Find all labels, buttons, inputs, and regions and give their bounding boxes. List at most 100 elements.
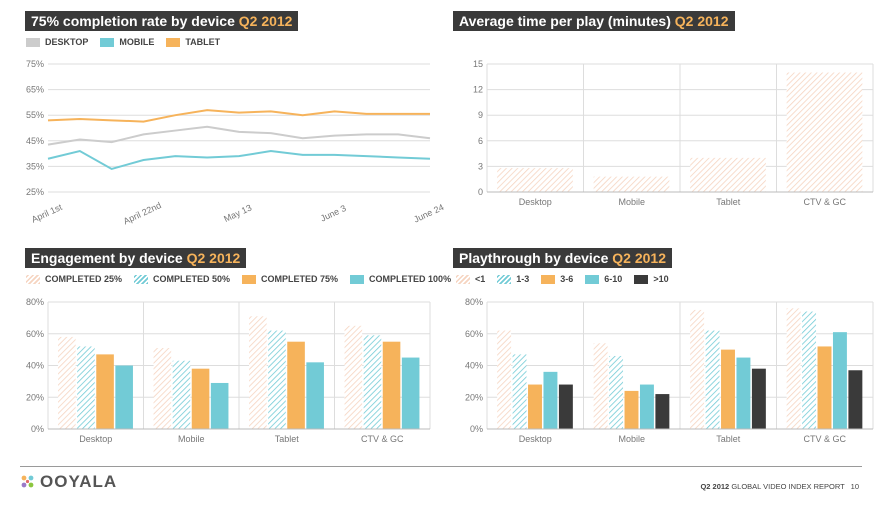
- bar-1-3: [210, 382, 229, 429]
- avgtime-title-suffix: Q2 2012: [674, 13, 729, 29]
- category-label: CTV & GC: [361, 434, 404, 444]
- bar-0-3: [543, 371, 558, 429]
- bar-0-0: [497, 330, 512, 429]
- x-tick-label: April 22nd: [122, 200, 163, 226]
- legend-label-1: 1-3: [516, 274, 530, 284]
- footer-page-number: 10: [850, 482, 859, 491]
- category-label: Tablet: [716, 434, 741, 444]
- legend-item-0: DESKTOP: [26, 37, 88, 47]
- bar-3-0: [786, 72, 863, 192]
- legend-label-1: MOBILE: [119, 37, 155, 47]
- playthrough-legend: <1 1-3 3-6 6-10 >10: [456, 274, 681, 286]
- engagement-chart-title: Engagement by device Q2 2012: [25, 248, 247, 268]
- legend-label-2: 3-6: [560, 274, 574, 284]
- bar-2-3: [306, 362, 324, 429]
- y-tick-label: 0%: [470, 424, 483, 434]
- bar-3-2: [817, 346, 832, 429]
- engagement-title-suffix: Q2 2012: [186, 250, 241, 266]
- bar-3-0: [786, 308, 801, 429]
- legend-swatch-3: [350, 274, 365, 284]
- engagement-title-text: Engagement by device: [31, 250, 183, 266]
- bar-0-4: [558, 384, 573, 429]
- y-tick-label: 15: [473, 59, 483, 69]
- category-label: Tablet: [275, 434, 300, 444]
- playthrough-bar-chart: 0% 20% 40% 60% 80% Desktop Mobile Tablet CTV & G…: [465, 297, 874, 444]
- series-line-desktop: [47, 125, 431, 146]
- y-tick-label: 40%: [465, 361, 483, 371]
- legend-swatch-2: [242, 274, 257, 284]
- y-tick-label: 35%: [26, 161, 44, 171]
- avgtime-bar-chart: 0 3 6 9 12 15 Desktop Mobile Tablet CTV & GC: [473, 59, 874, 207]
- completion-chart-title: 75% completion rate by device Q2 2012: [25, 11, 299, 31]
- legend-label-3: COMPLETED 100%: [369, 274, 452, 284]
- legend-item-1: COMPLETED 50%: [134, 274, 230, 284]
- playthrough-title-suffix: Q2 2012: [612, 250, 666, 266]
- bar-0-0: [58, 336, 76, 429]
- legend-item-0: COMPLETED 25%: [26, 274, 122, 284]
- bar-0-2: [528, 384, 542, 429]
- bar-1-0: [593, 176, 670, 192]
- completion-line-chart: 25% 35% 45% 55% 65% 75% April 1st April 22nd May…: [26, 59, 445, 226]
- y-tick-label: 0: [478, 187, 483, 197]
- legend-item-2: TABLET: [166, 37, 220, 47]
- bar-1-0: [153, 348, 172, 429]
- category-label: Desktop: [79, 434, 112, 444]
- playthrough-title-text: Playthrough by device: [459, 250, 609, 266]
- y-tick-label: 3: [478, 161, 483, 171]
- avgtime-title-text: Average time per play (minutes): [459, 13, 671, 29]
- legend-item-3: 6-10: [585, 274, 622, 284]
- x-tick-label: May 13: [222, 203, 253, 225]
- bar-0-0: [497, 168, 573, 192]
- bar-3-3: [832, 332, 847, 429]
- legend-item-3: COMPLETED 100%: [350, 274, 451, 284]
- bar-1-1: [172, 360, 191, 429]
- bar-1-3: [639, 384, 654, 429]
- bar-1-2: [191, 368, 210, 429]
- bar-3-1: [802, 311, 817, 429]
- bar-3-2: [382, 341, 401, 429]
- bar-0-1: [512, 354, 527, 429]
- legend-swatch-0: [26, 37, 40, 47]
- legend-swatch-2: [166, 37, 181, 47]
- series-line-tablet: [47, 109, 430, 123]
- legend-label-2: COMPLETED 75%: [261, 274, 339, 284]
- legend-swatch-1: [100, 37, 115, 47]
- completion-legend: DESKTOP MOBILE TABLET: [26, 37, 232, 49]
- y-tick-label: 65%: [26, 85, 44, 95]
- bar-2-0: [249, 316, 267, 429]
- category-label: CTV & GC: [803, 197, 846, 207]
- bar-2-1: [268, 330, 286, 429]
- bar-2-0: [690, 309, 705, 429]
- bar-2-0: [690, 157, 766, 192]
- bar-3-1: [363, 335, 382, 429]
- y-tick-label: 40%: [26, 361, 44, 371]
- legend-label-0: COMPLETED 25%: [45, 274, 123, 284]
- y-tick-label: 0%: [31, 424, 44, 434]
- completion-title-text: 75% completion rate by device: [31, 13, 235, 29]
- bar-2-2: [721, 349, 735, 429]
- y-tick-label: 9: [478, 110, 483, 120]
- ooyala-logo: OOYALA: [20, 472, 117, 492]
- bar-1-4: [655, 394, 670, 429]
- category-label: Desktop: [519, 197, 552, 207]
- legend-swatch-0: [456, 274, 470, 284]
- y-tick-label: 80%: [26, 297, 44, 307]
- legend-swatch-1: [134, 274, 149, 284]
- category-label: Tablet: [716, 197, 741, 207]
- bar-1-0: [593, 343, 608, 429]
- bar-3-0: [344, 325, 363, 429]
- legend-label-0: DESKTOP: [45, 37, 89, 47]
- footer-report-label: Q2 2012 GLOBAL VIDEO INDEX REPORT 10: [700, 482, 859, 491]
- bar-0-1: [77, 346, 95, 429]
- footer-quarter: Q2 2012: [700, 482, 730, 491]
- y-tick-label: 75%: [26, 59, 44, 69]
- legend-item-2: COMPLETED 75%: [242, 274, 338, 284]
- legend-item-4: >10: [634, 274, 669, 284]
- x-tick-label: June 24: [412, 202, 445, 225]
- legend-label-1: COMPLETED 50%: [153, 274, 231, 284]
- x-tick-label: April 1st: [30, 202, 64, 225]
- bar-2-3: [736, 357, 751, 429]
- legend-swatch-3: [585, 274, 600, 284]
- legend-swatch-1: [497, 274, 512, 284]
- engagement-legend: COMPLETED 25% COMPLETED 50% COMPLETED 75% C…: [26, 274, 463, 286]
